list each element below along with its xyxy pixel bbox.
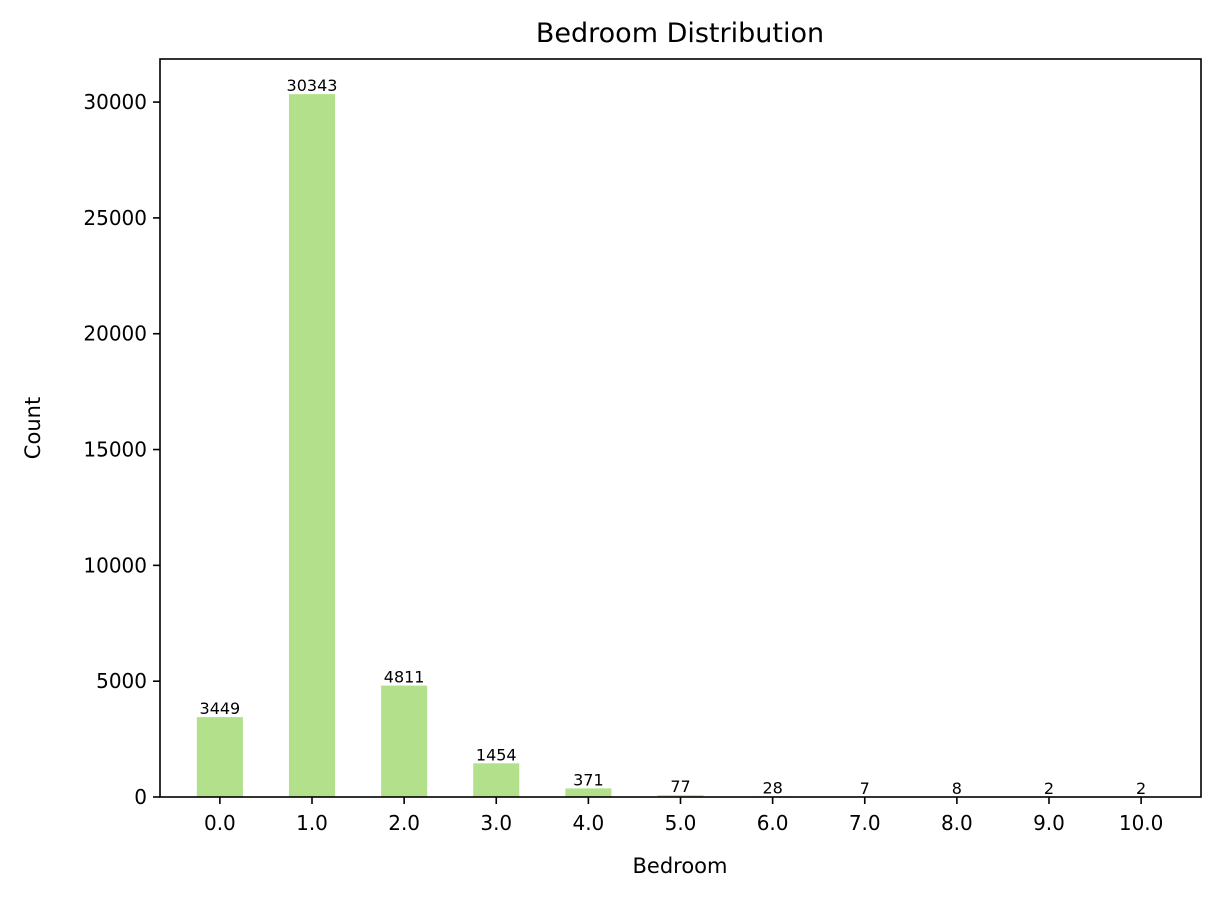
x-tick-label-0.0: 0.0 bbox=[204, 811, 236, 835]
y-axis: 0 5000 10000 15000 20000 25000 30000 bbox=[83, 90, 160, 809]
y-tick-label-10000: 10000 bbox=[83, 553, 147, 577]
bar-2.0 bbox=[381, 686, 427, 797]
y-tick-label-0: 0 bbox=[134, 785, 147, 809]
x-axis: 0.0 1.0 2.0 3.0 4.0 5.0 6.0 7.0 8.0 9.0 10.0 bbox=[204, 797, 1163, 835]
y-axis-label: Count bbox=[21, 397, 45, 459]
data-label-2.0: 4811 bbox=[384, 668, 425, 687]
x-tick-label-10.0: 10.0 bbox=[1119, 811, 1164, 835]
x-tick-label-9.0: 9.0 bbox=[1033, 811, 1065, 835]
x-tick-label-6.0: 6.0 bbox=[757, 811, 789, 835]
data-labels-layer: 3449 30343 4811 1454 371 77 28 7 8 2 2 bbox=[200, 76, 1147, 798]
data-label-6.0: 28 bbox=[762, 778, 782, 797]
y-tick-label-15000: 15000 bbox=[83, 438, 147, 462]
x-tick-label-1.0: 1.0 bbox=[296, 811, 328, 835]
bar-0.0 bbox=[197, 717, 243, 797]
y-tick-label-30000: 30000 bbox=[83, 90, 147, 114]
x-axis-label: Bedroom bbox=[633, 854, 728, 878]
y-tick-label-25000: 25000 bbox=[83, 206, 147, 230]
x-tick-label-5.0: 5.0 bbox=[665, 811, 697, 835]
bars-layer bbox=[197, 94, 1164, 797]
x-tick-label-3.0: 3.0 bbox=[480, 811, 512, 835]
bar-3.0 bbox=[473, 763, 519, 797]
x-tick-label-7.0: 7.0 bbox=[849, 811, 881, 835]
data-label-5.0: 77 bbox=[670, 777, 690, 796]
x-tick-label-2.0: 2.0 bbox=[388, 811, 420, 835]
data-label-0.0: 3449 bbox=[200, 699, 241, 718]
data-label-3.0: 1454 bbox=[476, 745, 517, 764]
x-tick-label-4.0: 4.0 bbox=[572, 811, 604, 835]
bar-4.0 bbox=[565, 788, 611, 797]
data-label-7.0: 7 bbox=[860, 779, 870, 798]
y-tick-label-20000: 20000 bbox=[83, 322, 147, 346]
chart-title: Bedroom Distribution bbox=[536, 18, 824, 49]
y-tick-label-5000: 5000 bbox=[96, 669, 147, 693]
data-label-10.0: 2 bbox=[1136, 779, 1146, 798]
x-tick-label-8.0: 8.0 bbox=[941, 811, 973, 835]
bar-1.0 bbox=[289, 94, 335, 797]
data-label-4.0: 371 bbox=[573, 770, 604, 789]
data-label-8.0: 8 bbox=[952, 779, 962, 798]
data-label-1.0: 30343 bbox=[287, 76, 338, 95]
data-label-9.0: 2 bbox=[1044, 779, 1054, 798]
